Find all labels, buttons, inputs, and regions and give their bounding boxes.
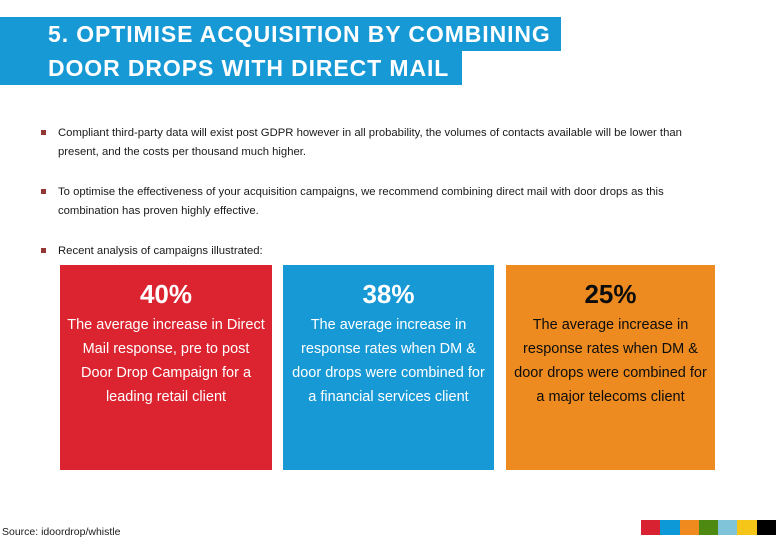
color-swatch-4	[718, 520, 738, 535]
brand-color-bar	[641, 520, 777, 535]
stat-description: The average increase in Direct Mail resp…	[67, 317, 265, 405]
stat-box-telecoms: 25% The average increase in response rat…	[506, 265, 715, 470]
bullet-item-text: Recent analysis of campaigns illustrated…	[58, 245, 263, 257]
bullet-item: Compliant third-party data will exist po…	[40, 124, 700, 162]
slide-title-banner: 5. OPTIMISE ACQUISITION BY COMBINING DOO…	[0, 17, 780, 85]
stat-box-group: 40% The average increase in Direct Mail …	[60, 265, 715, 470]
source-note: Source: idoordrop/whistle	[2, 526, 121, 538]
bullet-item-text: Compliant third-party data will exist po…	[58, 127, 682, 158]
slide-title-line-2: DOOR DROPS WITH DIRECT MAIL	[0, 51, 780, 85]
bullet-list: Compliant third-party data will exist po…	[40, 124, 700, 282]
bullet-item-text: To optimise the effectiveness of your ac…	[58, 186, 664, 217]
bullet-item: To optimise the effectiveness of your ac…	[40, 183, 700, 221]
slide-title-line-2-text: DOOR DROPS WITH DIRECT MAIL	[0, 51, 463, 85]
color-swatch-6	[756, 520, 777, 535]
stat-box-financial: 38% The average increase in response rat…	[283, 265, 494, 470]
stat-value: 40%	[139, 279, 193, 309]
stat-value: 38%	[362, 279, 415, 309]
color-swatch-1	[660, 520, 680, 535]
stat-description: The average increase in response rates w…	[292, 317, 485, 405]
square-bullet-icon	[41, 130, 46, 135]
color-swatch-3	[698, 520, 719, 535]
color-swatch-0	[641, 520, 661, 535]
square-bullet-icon	[41, 189, 46, 194]
stat-description: The average increase in response rates w…	[514, 317, 707, 405]
slide-title-line-1: 5. OPTIMISE ACQUISITION BY COMBINING	[0, 17, 780, 51]
stat-value: 25%	[584, 279, 637, 309]
color-swatch-5	[737, 520, 757, 535]
color-swatch-2	[679, 520, 699, 535]
stat-box-retail: 40% The average increase in Direct Mail …	[60, 265, 272, 470]
slide-title-line-1-text: 5. OPTIMISE ACQUISITION BY COMBINING	[0, 17, 561, 51]
square-bullet-icon	[41, 248, 46, 253]
bullet-item: Recent analysis of campaigns illustrated…	[40, 242, 700, 261]
